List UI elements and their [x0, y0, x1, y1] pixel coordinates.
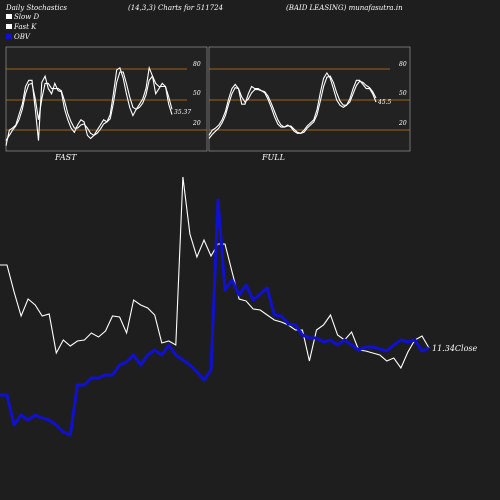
fast-tick-50: 50 [193, 90, 201, 97]
header-source: (BAID LEASING) munafasutra.in [286, 4, 403, 12]
fast-tick-20: 20 [192, 120, 201, 127]
legend-label-fast-k: Fast K [13, 23, 37, 31]
full-panel-frame [208, 46, 411, 152]
fast-value-label: 35.37 [174, 109, 191, 116]
full-panel-label: FULL [261, 153, 285, 162]
header-title: Daily Stochastics [5, 4, 67, 12]
close-price-label: 11.34Close [432, 344, 478, 353]
header-params: (14,3,3) Charts for 511724 [128, 4, 223, 12]
fast-tick-80: 80 [193, 61, 201, 68]
fast-panel: 80 50 20 35.37 FAST [5, 46, 208, 162]
full-fast-k-line [208, 71, 377, 136]
legend-swatch-slow-d [6, 14, 12, 19]
fast-panel-label: FAST [54, 153, 77, 162]
obv-line [0, 198, 430, 437]
legend-label-obv: OBV [14, 33, 31, 41]
legend-swatch-obv [6, 34, 12, 39]
full-tick-20: 20 [398, 120, 407, 127]
full-slow-d-line [208, 75, 377, 139]
fast-panel-frame [5, 46, 208, 152]
full-panel: 80 50 20 45.5 FULL [208, 46, 411, 162]
full-tick-50: 50 [399, 90, 407, 97]
full-tick-80: 80 [399, 61, 407, 68]
price-obv-chart: 11.34Close [0, 176, 478, 437]
legend-swatch-fast-k [6, 24, 12, 29]
legend: Slow D Fast K OBV [6, 13, 39, 41]
fast-fast-k-line [5, 65, 173, 146]
full-value-label: 45.5 [377, 99, 392, 106]
legend-label-slow-d: Slow D [14, 13, 39, 21]
